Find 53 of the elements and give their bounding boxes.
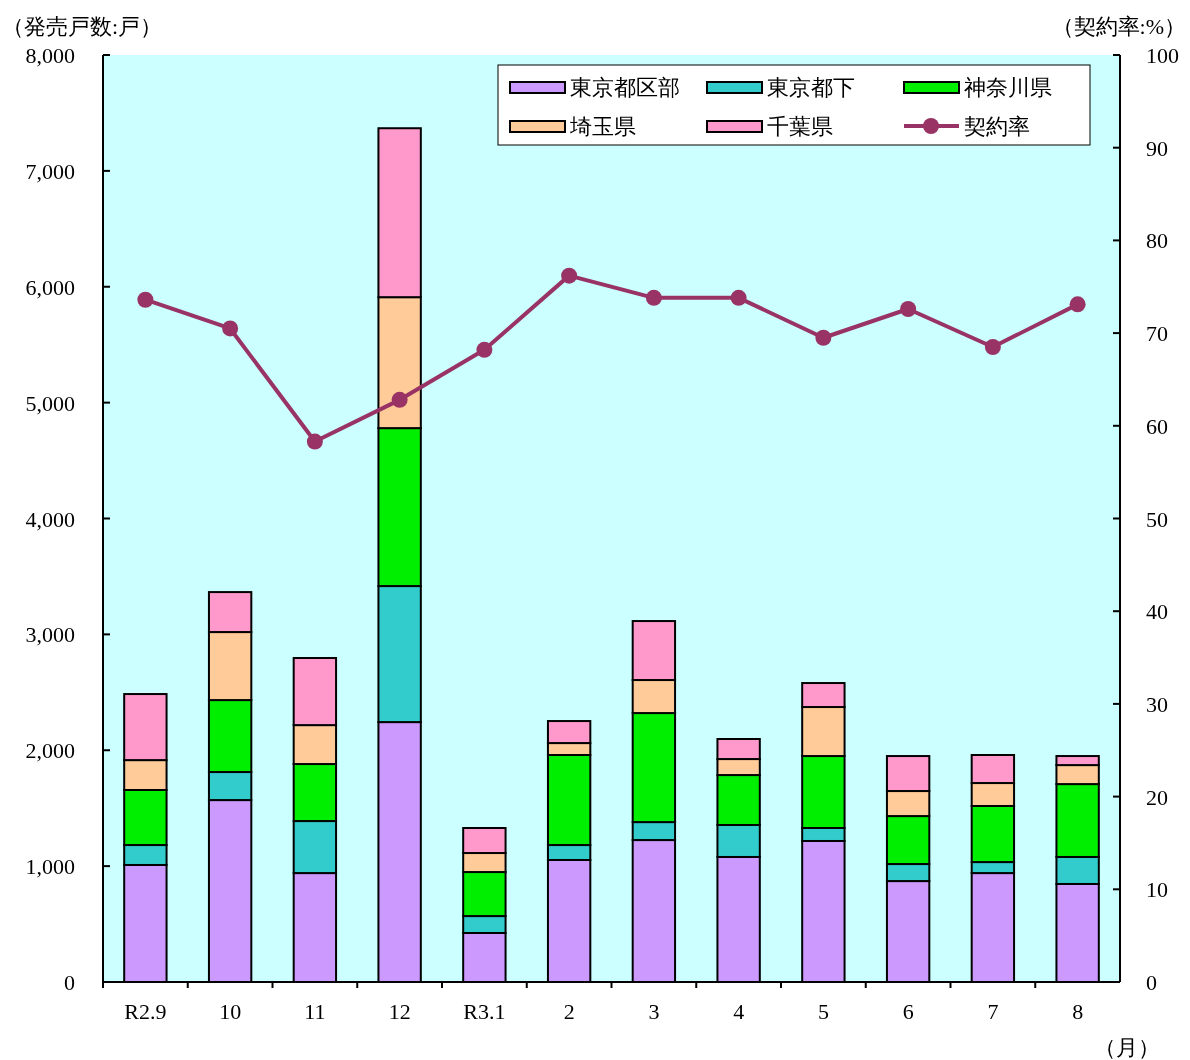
y2-axis-title: （契約率:%） — [1051, 14, 1186, 39]
x-tick-label: R3.1 — [463, 999, 506, 1024]
y2-tick-label: 100 — [1146, 43, 1179, 68]
point — [730, 289, 747, 306]
point — [476, 341, 493, 358]
y-tick-label: 6,000 — [25, 274, 75, 300]
y2-tick-label: 50 — [1146, 506, 1168, 532]
x-tick-label: 5 — [817, 999, 829, 1024]
point — [391, 391, 408, 408]
y2-tick-label: 30 — [1146, 691, 1168, 717]
x-tick-label: 4 — [733, 999, 745, 1024]
y2-tick-label: 10 — [1146, 877, 1168, 903]
y-tick-label: 1,000 — [25, 854, 75, 880]
y2-tick-label: 20 — [1146, 784, 1168, 810]
x-tick-label: R2.9 — [124, 999, 167, 1024]
point — [645, 289, 662, 306]
legend-label: 千葉県 — [767, 114, 833, 139]
x-tick-label: 3 — [648, 999, 660, 1024]
point — [900, 301, 917, 317]
y2-tick-label: 0 — [1146, 970, 1157, 995]
point — [1069, 296, 1086, 313]
y2-tick-label: 70 — [1146, 321, 1168, 347]
y-axis-title: （発売戸数:戸） — [2, 14, 163, 39]
y-tick-label: 0 — [64, 970, 75, 995]
x-tick-label: 6 — [902, 999, 914, 1024]
point — [222, 320, 239, 337]
point — [306, 433, 323, 450]
y2-tick-label: 40 — [1146, 599, 1168, 625]
legend-label: 埼玉県 — [569, 114, 636, 139]
y2-tick-label: 90 — [1146, 135, 1168, 161]
legend-label: 神奈川県 — [964, 75, 1052, 100]
legend-label: 東京都区部 — [570, 75, 680, 100]
point — [984, 339, 1001, 356]
x-tick-label: 11 — [304, 999, 326, 1024]
y-tick-label: 3,000 — [25, 622, 75, 648]
y2-tick-label: 60 — [1146, 413, 1168, 439]
legend-label: 東京都下 — [767, 75, 855, 100]
x-tick-label: 8 — [1072, 999, 1084, 1024]
y-tick-label: 5,000 — [25, 390, 75, 416]
x-tick-label: 7 — [987, 999, 999, 1024]
y-tick-label: 4,000 — [25, 506, 75, 532]
x-axis-title: （月） — [1094, 1035, 1160, 1060]
y-tick-label: 7,000 — [25, 158, 75, 184]
y-tick-label: 2,000 — [25, 738, 75, 764]
x-tick-label: 2 — [563, 999, 575, 1024]
legend-label: 契約率 — [964, 114, 1030, 139]
x-tick-label: 10 — [219, 999, 242, 1024]
point — [137, 291, 154, 308]
point — [561, 267, 578, 284]
point — [815, 329, 832, 346]
y2-tick-label: 80 — [1146, 228, 1168, 254]
x-tick-label: 12 — [388, 999, 411, 1024]
y-tick-label: 8,000 — [25, 43, 75, 68]
